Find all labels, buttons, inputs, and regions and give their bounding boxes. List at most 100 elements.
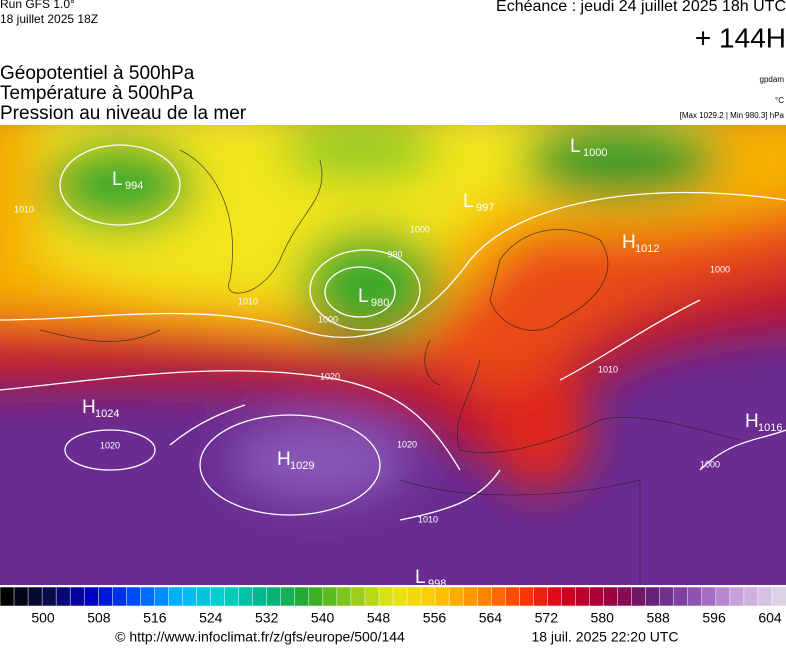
colorbar-swatch	[561, 586, 577, 607]
colorbar-label: 580	[591, 610, 615, 626]
colorbar-swatch	[308, 586, 324, 607]
center-letter: H	[82, 397, 96, 418]
colorbar: 500 508 516 524 532 540 548 556 564 572 580 588 596 6…	[0, 586, 786, 626]
isobar-label: 1010	[418, 514, 438, 524]
colorbar-swatch	[98, 586, 114, 607]
center-letter: L	[463, 191, 474, 212]
colorbar-swatch	[603, 586, 619, 607]
colorbar-swatch	[126, 586, 142, 607]
colorbar-swatch	[406, 586, 422, 607]
center-value: 994	[125, 180, 143, 192]
colorbar-swatch	[631, 586, 647, 607]
isobars	[0, 144, 786, 521]
isobar-label: 1020	[397, 439, 417, 449]
isobar-label: 1000	[318, 314, 338, 324]
colorbar-swatch	[392, 586, 408, 607]
center-value: 1024	[95, 408, 119, 420]
center-value: 1012	[635, 243, 659, 255]
colorbar-swatch	[743, 586, 759, 607]
valid-time: Echéance : jeudi 24 juillet 2025 18h UTC	[496, 0, 786, 15]
colorbar-swatch	[182, 586, 198, 607]
colorbar-swatch	[350, 586, 366, 607]
colorbar-swatch	[378, 586, 394, 607]
isobar-label: 1010	[598, 364, 618, 374]
colorbar-swatch	[715, 586, 731, 607]
colorbar-swatch	[294, 586, 310, 607]
pressure-range: [Max 1029.2 | Min 980.3] hPa	[680, 111, 785, 120]
colorbar-swatch	[266, 586, 282, 607]
unit: gpdam	[760, 75, 785, 84]
lead-time: + 144H	[695, 22, 786, 53]
colorbar-swatch	[533, 586, 549, 607]
colorbar-swatch	[659, 586, 675, 607]
colorbar-swatch	[757, 586, 773, 607]
colorbar-swatch	[462, 586, 478, 607]
colorbar-swatch	[0, 586, 15, 607]
isobar-label: 1020	[100, 440, 120, 450]
colorbar-label: 524	[199, 610, 223, 626]
isobar-label: 1020	[320, 371, 340, 381]
colorbar-swatch	[238, 586, 254, 607]
center-value: 997	[476, 202, 494, 214]
colorbar-swatch	[112, 586, 128, 607]
colorbar-label: 500	[31, 610, 55, 626]
center-letter: L	[358, 286, 369, 307]
colorbar-swatch	[69, 586, 85, 607]
colorbar-swatch	[322, 586, 338, 607]
center-value: 998	[428, 578, 446, 590]
colorbar-swatch	[83, 586, 100, 607]
colorbar-swatch	[575, 586, 591, 607]
colorbar-swatch	[729, 586, 745, 607]
source-url: © http://www.infoclimat.fr/z/gfs/europe/…	[115, 629, 405, 645]
colorbar-label: 516	[143, 610, 167, 626]
colorbar-swatch	[196, 586, 212, 607]
colorbar-swatch	[547, 586, 563, 607]
colorbar-swatch	[154, 586, 170, 607]
colorbar-label: 540	[311, 610, 335, 626]
colorbar-swatch	[336, 586, 352, 607]
isobar-label: 1000	[410, 224, 430, 234]
colorbar-label: 572	[535, 610, 559, 626]
colorbar-swatch	[280, 586, 296, 607]
center-letter: L	[570, 136, 581, 157]
colorbar-swatch	[55, 586, 71, 607]
unit: °C	[775, 96, 784, 105]
center-value: 1016	[758, 422, 782, 434]
center-letter: H	[622, 232, 636, 253]
colorbar-swatch	[701, 586, 717, 607]
colorbar-swatch	[41, 586, 57, 607]
run: Run GFS 1.0°	[0, 0, 75, 11]
field-2: Température à 500hPa	[0, 83, 194, 104]
field-map	[0, 125, 786, 585]
colorbar-label: 532	[255, 610, 279, 626]
colorbar-swatch	[687, 586, 703, 607]
center-value: 1029	[290, 460, 314, 472]
colorbar-label: 588	[646, 610, 670, 626]
colorbar-swatch	[771, 586, 786, 607]
colorbar-swatch	[589, 586, 605, 607]
isobar-label: 1010	[238, 296, 258, 306]
colorbar-swatch	[448, 586, 464, 607]
center-value: 980	[371, 297, 389, 309]
colorbar-label: 556	[423, 610, 447, 626]
field-3: Pression au niveau de la mer	[0, 103, 247, 124]
colorbar-swatch	[210, 586, 226, 607]
colorbar-label: 596	[702, 610, 726, 626]
colorbar-swatch	[364, 586, 380, 607]
colorbar-swatch	[140, 586, 156, 607]
colorbar-swatch	[645, 586, 661, 607]
colorbar-label: 508	[87, 610, 111, 626]
colorbar-label: 564	[479, 610, 503, 626]
colorbar-swatch	[224, 586, 240, 607]
center-letter: H	[277, 449, 291, 470]
center-value: 1000	[583, 147, 607, 159]
coastlines	[39, 149, 741, 585]
colorbar-swatch	[505, 586, 521, 607]
colorbar-swatch	[617, 586, 633, 607]
colorbar-label: 604	[758, 610, 782, 626]
colorbar-swatch	[27, 586, 43, 607]
center-letter: L	[112, 169, 123, 190]
colorbar-label: 548	[367, 610, 391, 626]
colorbar-swatch	[476, 586, 493, 607]
colorbar-swatch	[168, 586, 184, 607]
